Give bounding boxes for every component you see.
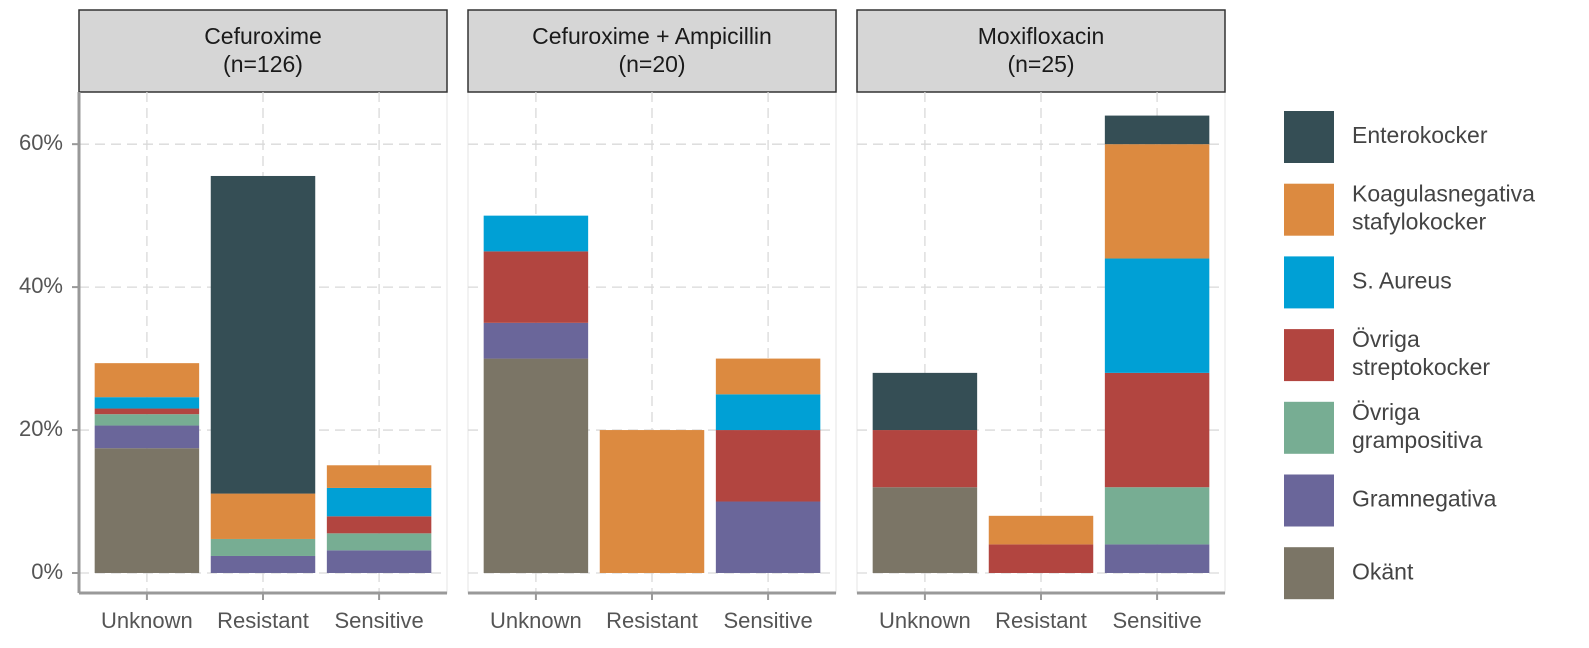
bar-segment xyxy=(1104,372,1210,488)
bar-segment xyxy=(1104,258,1210,373)
bar-segment xyxy=(1104,115,1210,145)
bar-segment xyxy=(715,501,821,573)
bar-segment xyxy=(483,215,589,252)
bar-segment xyxy=(988,515,1094,545)
bar-segment xyxy=(94,448,200,573)
bar-segment xyxy=(872,372,978,431)
x-tick-label: Sensitive xyxy=(723,608,812,633)
strip xyxy=(467,9,837,93)
bar-segment xyxy=(483,322,589,359)
bar-segment xyxy=(1104,144,1210,259)
strip-subtitle: (n=20) xyxy=(618,51,685,77)
legend-label: Övriga streptokocker xyxy=(1352,326,1490,380)
bar-segment xyxy=(988,544,1094,573)
y-tick-label: 20% xyxy=(19,416,63,441)
bar-segment xyxy=(210,555,316,573)
legend-swatch xyxy=(1284,183,1334,236)
strip-title: Cefuroxime + Ampicillin xyxy=(532,23,772,49)
bar-segment xyxy=(326,465,432,488)
bar-segment xyxy=(326,550,432,573)
bar-segment xyxy=(483,358,589,573)
bar-segment xyxy=(210,175,316,494)
y-tick-label: 0% xyxy=(31,559,63,584)
strip-title: Cefuroxime xyxy=(204,23,322,49)
bar-segment xyxy=(94,397,200,409)
strip-subtitle: (n=25) xyxy=(1007,51,1074,77)
x-tick-label: Sensitive xyxy=(334,608,423,633)
bar-segment xyxy=(94,414,200,426)
legend-label: Gramnegativa xyxy=(1352,486,1497,512)
strip-subtitle: (n=126) xyxy=(223,51,303,77)
legend-swatch xyxy=(1284,329,1334,382)
bar-segment xyxy=(94,408,200,415)
legend-swatch xyxy=(1284,256,1334,309)
legend-swatch xyxy=(1284,547,1334,600)
legend-label: S. Aureus xyxy=(1352,267,1452,293)
legend-swatch xyxy=(1284,401,1334,454)
bar-segment xyxy=(326,487,432,517)
strip-title: Moxifloxacin xyxy=(978,23,1105,49)
bar-segment xyxy=(94,425,200,449)
y-tick-label: 60% xyxy=(19,130,63,155)
bar-segment xyxy=(715,394,821,431)
x-tick-label: Resistant xyxy=(217,608,309,633)
legend-label: Koagulasnegativa stafylokocker xyxy=(1352,181,1535,235)
bar-segment xyxy=(326,533,432,551)
bar-segment xyxy=(94,363,200,398)
strip xyxy=(856,9,1226,93)
legend-label: Enterokocker xyxy=(1352,122,1488,148)
x-tick-label: Resistant xyxy=(606,608,698,633)
bar-segment xyxy=(715,358,821,395)
bar-segment xyxy=(326,516,432,534)
bar-segment xyxy=(872,487,978,573)
legend-swatch xyxy=(1284,474,1334,527)
x-tick-label: Unknown xyxy=(490,608,582,633)
strip xyxy=(78,9,448,93)
bar-segment xyxy=(1104,487,1210,545)
legend-label: Okänt xyxy=(1352,558,1414,584)
bar-segment xyxy=(483,251,589,323)
bar-segment xyxy=(715,430,821,502)
x-tick-label: Unknown xyxy=(879,608,971,633)
bar-segment xyxy=(1104,544,1210,573)
y-tick-label: 40% xyxy=(19,273,63,298)
legend-swatch xyxy=(1284,111,1334,163)
legend-label: Övriga grampositiva xyxy=(1352,399,1483,453)
x-tick-label: Resistant xyxy=(995,608,1087,633)
x-tick-label: Unknown xyxy=(101,608,193,633)
bar-segment xyxy=(210,493,316,539)
bar-segment xyxy=(210,538,316,556)
bar-segment xyxy=(599,430,705,573)
bar-segment xyxy=(872,430,978,488)
x-tick-label: Sensitive xyxy=(1112,608,1201,633)
